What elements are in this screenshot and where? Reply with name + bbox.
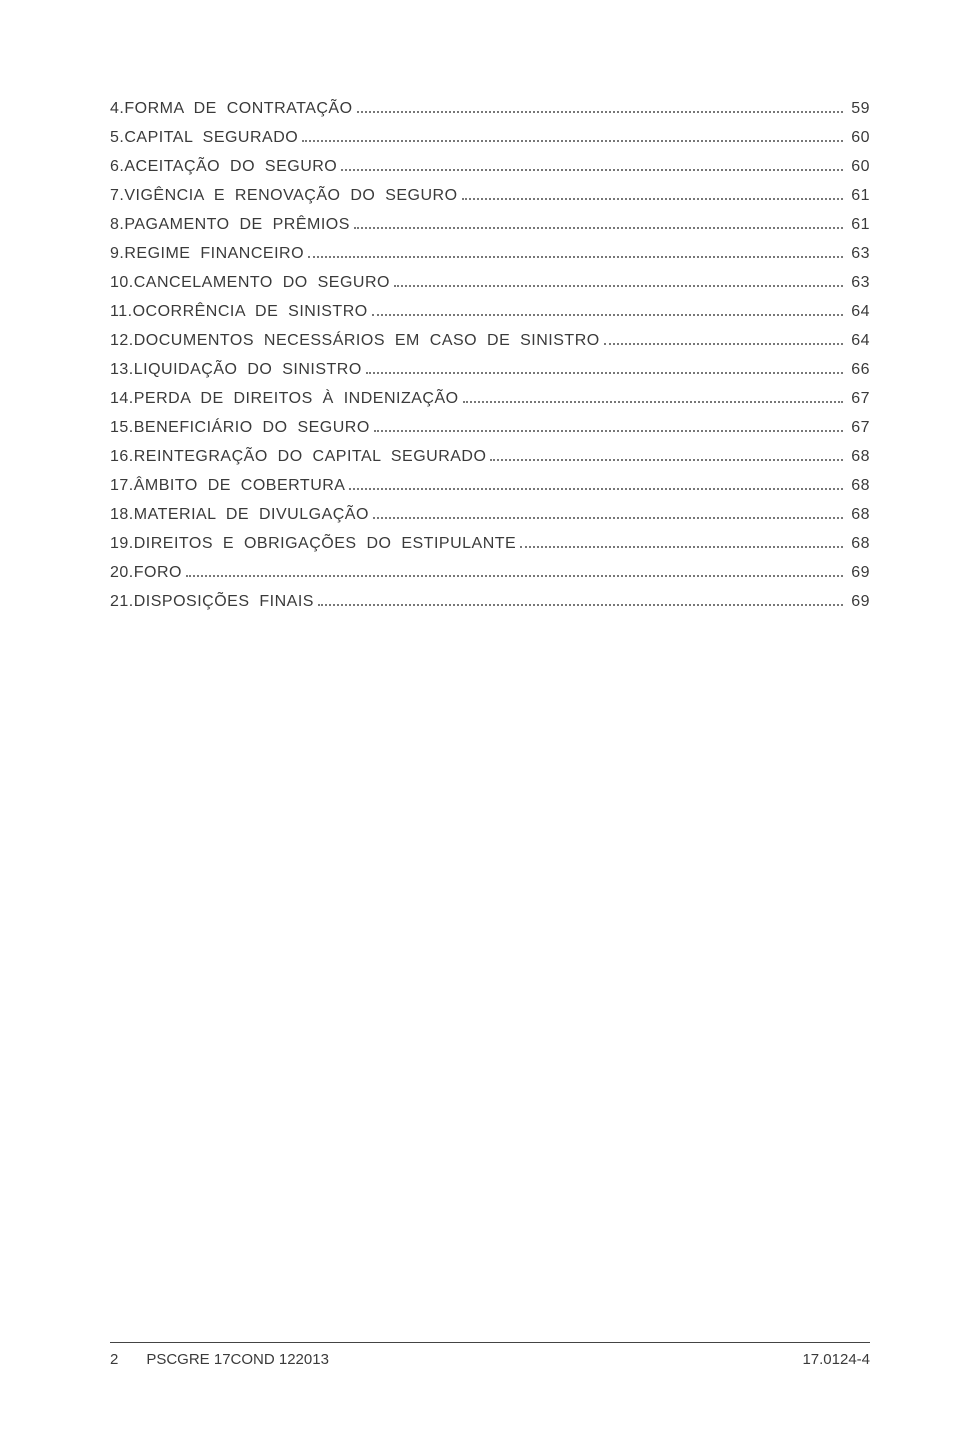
toc-page-number: 67 (849, 419, 870, 437)
toc-number: 12. (110, 332, 134, 350)
toc-label: DISPOSIÇÕES FINAIS (134, 593, 314, 611)
toc-page-number: 68 (849, 448, 870, 466)
footer-rule (110, 1342, 870, 1343)
toc-entry: 19. DIREITOS E OBRIGAÇÕES DO ESTIPULANTE… (110, 535, 870, 553)
toc-entry: 21. DISPOSIÇÕES FINAIS 69 (110, 593, 870, 611)
toc-leader-dots (520, 546, 843, 548)
toc-page-number: 68 (849, 535, 870, 553)
toc-leader-dots (186, 575, 843, 577)
toc-entry: 7. VIGÊNCIA E RENOVAÇÃO DO SEGURO 61 (110, 187, 870, 205)
toc-label: FORMA DE CONTRATAÇÃO (124, 100, 352, 118)
toc-number: 13. (110, 361, 134, 379)
toc-number: 8. (110, 216, 124, 234)
toc-page-number: 64 (849, 303, 870, 321)
toc-label: ACEITAÇÃO DO SEGURO (124, 158, 337, 176)
toc-number: 21. (110, 593, 134, 611)
toc-leader-dots (394, 285, 843, 287)
toc-page-number: 60 (849, 129, 870, 147)
toc-page-number: 66 (849, 361, 870, 379)
toc-leader-dots (490, 459, 843, 461)
toc-label: PERDA DE DIREITOS À INDENIZAÇÃO (134, 390, 459, 408)
toc-page-number: 69 (849, 564, 870, 582)
toc-entry: 12. DOCUMENTOS NECESSÁRIOS EM CASO DE SI… (110, 332, 870, 350)
toc-number: 20. (110, 564, 134, 582)
toc-label: FORO (134, 564, 182, 582)
toc-entry: 9. REGIME FINANCEIRO 63 (110, 245, 870, 263)
toc-leader-dots (341, 169, 843, 171)
toc-page-number: 63 (849, 274, 870, 292)
toc-label: DIREITOS E OBRIGAÇÕES DO ESTIPULANTE (134, 535, 516, 553)
toc-entry: 10. CANCELAMENTO DO SEGURO 63 (110, 274, 870, 292)
toc-label: BENEFICIÁRIO DO SEGURO (134, 419, 370, 437)
toc-leader-dots (463, 401, 844, 403)
toc-number: 5. (110, 129, 124, 147)
toc-label: CANCELAMENTO DO SEGURO (134, 274, 390, 292)
toc-label: LIQUIDAÇÃO DO SINISTRO (134, 361, 362, 379)
toc-entry: 14. PERDA DE DIREITOS À INDENIZAÇÃO 67 (110, 390, 870, 408)
toc-leader-dots (349, 488, 843, 490)
toc-page-number: 59 (849, 100, 870, 118)
toc-label: CAPITAL SEGURADO (124, 129, 298, 147)
toc-label: REGIME FINANCEIRO (124, 245, 304, 263)
toc-number: 9. (110, 245, 124, 263)
toc-page-number: 60 (849, 158, 870, 176)
toc-leader-dots (318, 604, 843, 606)
toc-leader-dots (357, 111, 844, 113)
toc-entry: 20. FORO 69 (110, 564, 870, 582)
toc-page-number: 69 (849, 593, 870, 611)
toc-entry: 15. BENEFICIÁRIO DO SEGURO 67 (110, 419, 870, 437)
toc-entry: 18. MATERIAL DE DIVULGAÇÃO 68 (110, 506, 870, 524)
toc-leader-dots (373, 517, 843, 519)
toc-number: 7. (110, 187, 124, 205)
toc-page-number: 67 (849, 390, 870, 408)
toc-entry: 8. PAGAMENTO DE PRÊMIOS 61 (110, 216, 870, 234)
toc-number: 11. (110, 303, 133, 321)
toc-page-number: 68 (849, 477, 870, 495)
toc-leader-dots (354, 227, 843, 229)
toc-leader-dots (374, 430, 843, 432)
footer-ref: 17.0124-4 (802, 1351, 870, 1368)
table-of-contents: 4. FORMA DE CONTRATAÇÃO 59 5. CAPITAL SEGU… (110, 100, 870, 611)
toc-entry: 13. LIQUIDAÇÃO DO SINISTRO 66 (110, 361, 870, 379)
toc-number: 6. (110, 158, 124, 176)
toc-page-number: 64 (849, 332, 870, 350)
toc-leader-dots (462, 198, 844, 200)
toc-label: ÂMBITO DE COBERTURA (134, 477, 346, 495)
toc-entry: 6. ACEITAÇÃO DO SEGURO 60 (110, 158, 870, 176)
toc-leader-dots (308, 256, 843, 258)
toc-label: VIGÊNCIA E RENOVAÇÃO DO SEGURO (124, 187, 457, 205)
toc-label: OCORRÊNCIA DE SINISTRO (133, 303, 368, 321)
toc-number: 4. (110, 100, 124, 118)
toc-page-number: 63 (849, 245, 870, 263)
footer-doc-code: PSCGRE 17COND 122013 (146, 1351, 329, 1368)
toc-entry: 17. ÂMBITO DE COBERTURA 68 (110, 477, 870, 495)
toc-number: 17. (110, 477, 134, 495)
toc-label: DOCUMENTOS NECESSÁRIOS EM CASO DE SINIST… (134, 332, 600, 350)
toc-leader-dots (372, 314, 844, 316)
toc-page-number: 61 (849, 187, 870, 205)
toc-label: MATERIAL DE DIVULGAÇÃO (134, 506, 369, 524)
toc-leader-dots (604, 343, 844, 345)
toc-number: 14. (110, 390, 134, 408)
toc-label: REINTEGRAÇÃO DO CAPITAL SEGURADO (134, 448, 487, 466)
toc-number: 16. (110, 448, 134, 466)
toc-entry: 4. FORMA DE CONTRATAÇÃO 59 (110, 100, 870, 118)
page-footer: 2 PSCGRE 17COND 122013 17.0124-4 (110, 1342, 870, 1368)
footer-page-number: 2 (110, 1351, 118, 1368)
toc-entry: 16. REINTEGRAÇÃO DO CAPITAL SEGURADO 68 (110, 448, 870, 466)
toc-page-number: 68 (849, 506, 870, 524)
toc-label: PAGAMENTO DE PRÊMIOS (124, 216, 350, 234)
toc-number: 19. (110, 535, 134, 553)
toc-entry: 5. CAPITAL SEGURADO 60 (110, 129, 870, 147)
toc-leader-dots (366, 372, 843, 374)
toc-leader-dots (302, 140, 843, 142)
toc-number: 15. (110, 419, 134, 437)
toc-page-number: 61 (849, 216, 870, 234)
toc-number: 18. (110, 506, 134, 524)
toc-number: 10. (110, 274, 134, 292)
toc-entry: 11. OCORRÊNCIA DE SINISTRO 64 (110, 303, 870, 321)
